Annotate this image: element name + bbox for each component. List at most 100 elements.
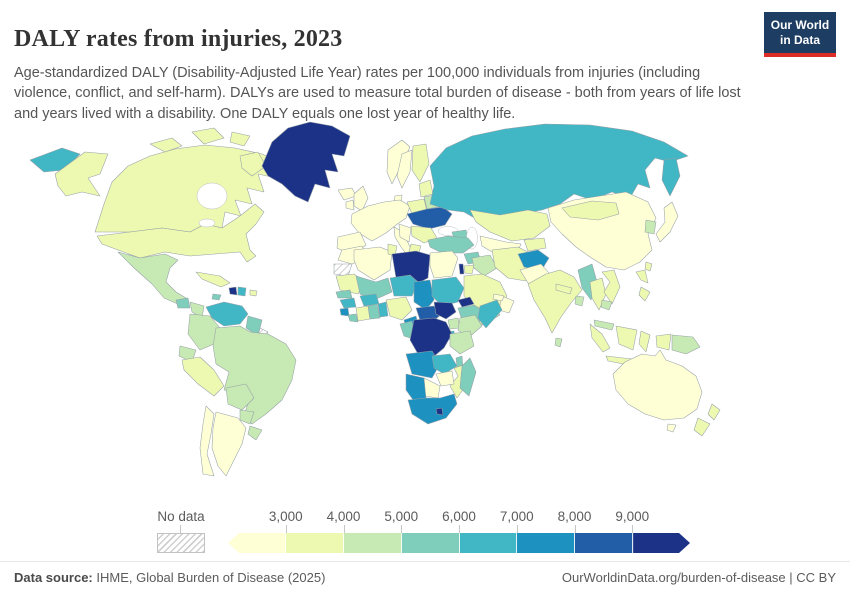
country-western-europe[interactable] <box>350 199 411 242</box>
legend-bin-under-3000[interactable] <box>228 533 286 553</box>
country-sierra-leone[interactable] <box>339 307 350 317</box>
country-kyrgyzstan-tajikistan[interactable] <box>523 237 547 252</box>
country-chad[interactable] <box>413 279 435 311</box>
country-uae-qatar[interactable] <box>492 293 505 302</box>
country-greenland[interactable] <box>261 121 351 203</box>
country-japan[interactable] <box>655 201 679 243</box>
country-sweden[interactable] <box>396 149 413 189</box>
country-australia[interactable] <box>612 349 703 421</box>
country-malaysia[interactable] <box>593 319 615 331</box>
country-indonesia-borneo[interactable] <box>615 325 638 351</box>
no-data-swatch[interactable] <box>157 533 205 553</box>
country-south-africa[interactable] <box>407 393 458 425</box>
country-somalia[interactable] <box>477 299 503 329</box>
legend-bin-4000-5000[interactable] <box>343 533 402 553</box>
country-australia-tasmania[interactable] <box>666 423 677 433</box>
country-venezuela[interactable] <box>205 301 249 327</box>
legend-bin-8000-9000[interactable] <box>575 533 634 553</box>
legend-bin-6000-7000[interactable] <box>459 533 518 553</box>
country-dominican-republic[interactable] <box>237 286 247 297</box>
country-zimbabwe[interactable] <box>435 370 455 387</box>
country-lesotho[interactable] <box>435 407 444 416</box>
country-alaska[interactable] <box>54 151 109 197</box>
country-mexico[interactable] <box>117 251 187 305</box>
country-kazakhstan[interactable] <box>469 209 551 242</box>
country-bolivia[interactable] <box>225 383 255 411</box>
country-guatemala[interactable] <box>175 297 191 309</box>
country-egypt[interactable] <box>429 250 459 279</box>
country-togo-benin[interactable] <box>377 301 389 318</box>
country-finland[interactable] <box>411 143 430 183</box>
country-sudan[interactable] <box>431 276 465 307</box>
country-india[interactable] <box>527 269 583 334</box>
country-mali[interactable] <box>355 275 393 301</box>
country-baltics[interactable] <box>418 179 434 198</box>
country-nepal[interactable] <box>555 283 573 295</box>
country-philippines-s[interactable] <box>638 286 651 302</box>
owid-logo[interactable]: Our World in Data <box>764 12 836 57</box>
country-taiwan[interactable] <box>644 261 653 272</box>
country-oman[interactable] <box>498 295 515 314</box>
country-ireland[interactable] <box>345 199 355 211</box>
country-mongolia[interactable] <box>561 200 620 221</box>
country-indonesia-sulawesi[interactable] <box>638 330 651 353</box>
country-sri-lanka[interactable] <box>554 337 563 348</box>
country-philippines-n[interactable] <box>635 269 649 284</box>
country-dr-congo[interactable] <box>409 317 453 359</box>
country-puerto-rico[interactable] <box>249 289 258 297</box>
country-madagascar[interactable] <box>459 357 477 397</box>
country-western-sahara[interactable] <box>333 263 353 277</box>
legend-bin-over-9000[interactable] <box>633 533 690 553</box>
country-algeria[interactable] <box>353 246 393 281</box>
country-jordan[interactable] <box>463 264 475 275</box>
country-turkey[interactable] <box>427 235 475 254</box>
country-south-sudan[interactable] <box>433 301 457 320</box>
country-zambia[interactable] <box>431 353 458 375</box>
legend-bin-3000-4000[interactable] <box>285 533 344 553</box>
country-south-korea[interactable] <box>644 219 657 235</box>
country-usa[interactable] <box>96 203 265 263</box>
country-haiti[interactable] <box>228 286 238 296</box>
country-cuba[interactable] <box>195 271 231 288</box>
country-uruguay[interactable] <box>247 425 263 441</box>
country-palestine[interactable] <box>458 263 465 275</box>
country-jamaica[interactable] <box>211 293 222 301</box>
country-iraq[interactable] <box>471 254 498 277</box>
country-canada-baffin[interactable] <box>239 151 267 177</box>
country-ghana[interactable] <box>367 303 381 320</box>
country-uk[interactable] <box>353 185 369 212</box>
country-canada-arctic1[interactable] <box>149 137 183 153</box>
country-argentina[interactable] <box>211 411 247 477</box>
country-balkans[interactable] <box>398 223 412 243</box>
country-indonesia-sumatra[interactable] <box>589 323 611 353</box>
country-cambodia[interactable] <box>600 299 613 311</box>
country-vietnam-laos[interactable] <box>601 269 621 305</box>
country-eritrea[interactable] <box>457 296 475 308</box>
country-tanzania[interactable] <box>449 330 475 355</box>
country-indonesia-papua[interactable] <box>655 333 672 351</box>
country-peru[interactable] <box>181 356 225 397</box>
country-brazil[interactable] <box>212 325 297 425</box>
country-bangladesh[interactable] <box>574 295 585 307</box>
country-botswana[interactable] <box>423 377 441 399</box>
country-papua-new-guinea[interactable] <box>671 334 701 355</box>
country-chile[interactable] <box>199 405 215 477</box>
country-senegal[interactable] <box>335 289 353 299</box>
legend-bin-7000-8000[interactable] <box>517 533 576 553</box>
country-angola[interactable] <box>405 350 441 379</box>
world-map <box>0 104 850 502</box>
country-ukraine[interactable] <box>406 206 453 230</box>
country-russia-kamchatka[interactable] <box>661 157 681 197</box>
legend-bin-5000-6000[interactable] <box>401 533 460 553</box>
country-canada-arctic2[interactable] <box>191 127 225 145</box>
country-iceland[interactable] <box>337 187 357 201</box>
country-new-zealand-south[interactable] <box>693 417 711 437</box>
country-liberia[interactable] <box>347 313 359 323</box>
country-canada-arctic3[interactable] <box>229 131 251 147</box>
country-guinea[interactable] <box>339 297 357 309</box>
country-new-zealand-north[interactable] <box>707 403 721 421</box>
owid-link[interactable]: OurWorldinData.org/burden-of-disease <box>561 570 786 585</box>
country-paraguay[interactable] <box>239 409 255 425</box>
country-nigeria[interactable] <box>385 296 413 321</box>
country-ivory-coast[interactable] <box>355 305 371 322</box>
